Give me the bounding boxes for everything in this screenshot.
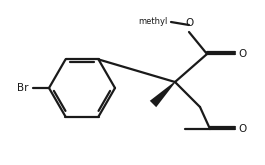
- Text: Br: Br: [17, 83, 29, 93]
- Polygon shape: [150, 82, 175, 107]
- Text: O: O: [238, 124, 246, 134]
- Text: O: O: [238, 49, 246, 59]
- Text: methyl: methyl: [139, 16, 168, 26]
- Text: O: O: [185, 18, 193, 28]
